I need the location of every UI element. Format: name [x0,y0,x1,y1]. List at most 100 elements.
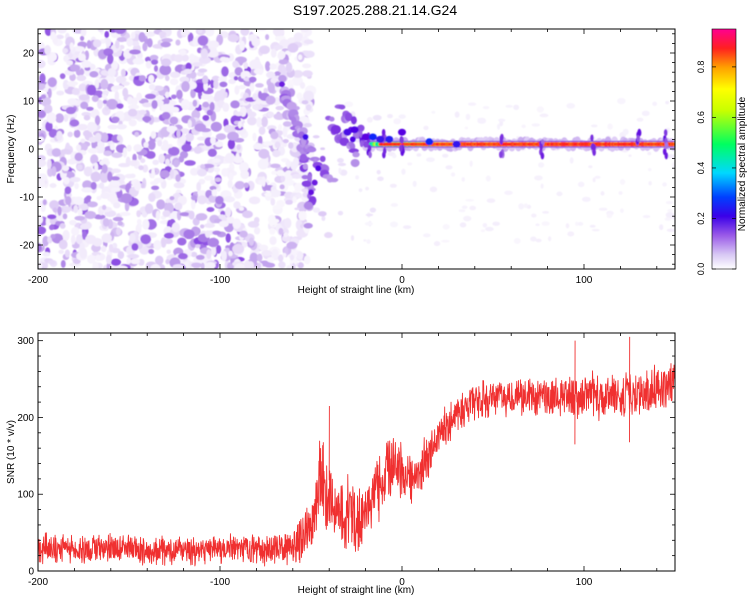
noise-blob [165,259,170,265]
noise-blob [293,32,304,42]
faint-blob [441,239,450,243]
noise-blob [296,92,303,100]
noise-blob [206,249,212,260]
noise-blob [233,156,244,164]
noise-blob [169,196,175,201]
noise-blob [47,77,57,88]
line-start-blob [425,138,434,146]
noise-blob [305,104,312,111]
noise-blob [151,99,158,109]
noise-blob [47,214,57,220]
faint-blob [541,221,550,226]
noise-blob [286,159,291,169]
faint-blob [513,104,520,111]
noise-blob [205,29,215,37]
line-peak [400,136,404,144]
noise-blob [131,40,140,47]
noise-blob [52,207,58,213]
noise-blob [64,249,70,258]
noise-blob [181,54,190,62]
noise-blob [78,83,87,92]
noise-blob [111,116,120,123]
noise-blob [66,81,79,86]
noise-blob [100,192,111,199]
noise-blob [204,262,216,269]
noise-blob [129,49,141,55]
noise-blob [234,66,243,76]
noise-blob [106,211,117,217]
noise-blob [248,237,255,246]
noise-blob [283,232,289,238]
noise-blob [108,243,114,253]
noise-blob [108,76,116,84]
faint-blob [665,100,670,105]
noise-blob [46,158,52,170]
noise-blob [190,251,198,258]
noise-blob [153,240,162,251]
noise-blob [73,204,79,214]
noise-blob [227,139,236,150]
noise-blob [87,201,98,208]
noise-blob [144,31,156,37]
faint-blob [433,241,441,247]
noise-blob [137,223,143,228]
y-tick-label: 200 [17,413,34,424]
faint-blob [577,181,585,188]
x-tick-label: -100 [210,577,230,588]
line-peak [637,128,642,136]
noise-blob [43,104,53,114]
noise-blob [107,67,116,78]
noise-blob [267,82,275,94]
noise-blob [104,30,110,39]
noise-blob [104,106,109,111]
faint-blob [463,215,472,222]
line-peak [381,128,386,136]
faint-blob [337,162,347,167]
noise-blob [230,100,240,109]
noise-blob [140,234,152,245]
noise-blob [236,144,241,151]
noise-blob [51,166,57,177]
faint-blob [600,191,605,196]
noise-blob [299,82,306,89]
line-start-blob [398,128,406,136]
noise-blob [141,102,153,108]
noise-blob [234,263,245,269]
noise-blob [102,99,108,105]
noise-blob [230,125,236,134]
noise-blob [84,70,91,77]
noise-blob [239,230,248,238]
noise-blob [39,73,46,84]
noise-blob [144,56,152,63]
noise-blob [86,106,94,111]
noise-blob [255,83,264,88]
noise-blob [189,167,199,176]
noise-blob [225,207,232,218]
noise-blob [111,152,123,158]
y-tick-label: 100 [17,490,34,501]
noise-blob [210,179,216,185]
noise-blob [191,194,198,201]
faint-blob [389,183,397,188]
faint-blob [372,114,382,121]
faint-blob [497,123,501,130]
faint-blob [492,221,500,226]
faint-blob [468,102,477,106]
noise-blob [49,200,60,210]
diagonal-blob [344,112,353,122]
faint-blob [548,236,552,242]
faint-blob [485,175,491,182]
noise-blob [38,214,44,225]
noise-blob [303,39,314,45]
noise-blob [151,185,160,191]
noise-blob [152,44,164,49]
noise-blob [58,239,68,250]
x-tick-label: 100 [576,275,593,286]
noise-blob [267,214,276,225]
x-tick-label: -100 [210,275,230,286]
noise-blob [200,48,208,59]
noise-blob [115,40,120,49]
faint-blob [369,207,377,213]
noise-blob [111,60,119,71]
noise-blob [270,48,277,58]
